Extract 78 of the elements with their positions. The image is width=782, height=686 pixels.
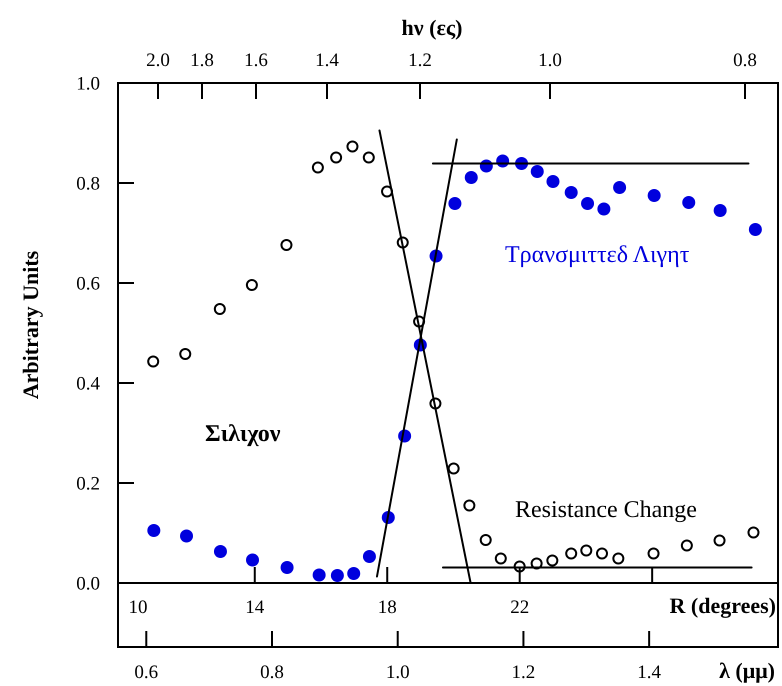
point (362, 152, 375, 164)
y-axis-title: Arbitrary Units (18, 250, 43, 400)
point (530, 558, 543, 570)
point (530, 165, 544, 178)
point (448, 462, 460, 474)
point (214, 545, 227, 558)
point (546, 554, 558, 566)
series-label: Resistance Change (515, 497, 697, 523)
x2-tick-label: 10 (128, 597, 148, 618)
point (346, 140, 358, 152)
text: 1.0 (538, 50, 562, 71)
point (147, 524, 160, 537)
point (280, 239, 292, 251)
point (246, 554, 260, 566)
point (362, 550, 376, 563)
point (396, 236, 409, 248)
point (581, 197, 594, 210)
y-tick-label: 0.0 (76, 574, 100, 595)
text: 2.0 (146, 50, 170, 71)
point (179, 348, 192, 360)
point (747, 526, 760, 538)
annotation: Σιλιχον (205, 421, 281, 447)
point (514, 560, 526, 572)
point (714, 534, 726, 546)
point (494, 552, 507, 564)
series-label: Τρανσμιττεδ Λιγητ (505, 242, 690, 268)
y-tick-label: 0.4 (76, 374, 100, 395)
point (546, 175, 560, 188)
point (680, 540, 693, 552)
point (347, 567, 360, 580)
point (564, 186, 578, 199)
text: 1.6 (244, 50, 268, 71)
x2-tick-label: 22 (510, 597, 530, 618)
text: 1.2 (408, 50, 432, 71)
point (429, 398, 442, 410)
y-tick-label: 0.8 (76, 174, 100, 195)
y-tick-label: 0.2 (76, 474, 100, 495)
point (613, 181, 626, 194)
x-axis-title: λ (μμ) (719, 658, 775, 683)
point (280, 561, 294, 574)
point (648, 548, 660, 560)
x2-tick-label: 18 (378, 597, 397, 618)
text: hν (ες) (402, 15, 462, 40)
x-tick-label: 0.8 (260, 662, 284, 683)
point (648, 189, 661, 202)
point (580, 544, 592, 556)
text: 0.8 (733, 50, 757, 71)
point (330, 569, 344, 582)
point (565, 548, 578, 560)
point (180, 530, 194, 542)
point (463, 500, 476, 512)
point (413, 316, 426, 328)
point (682, 196, 696, 209)
y-tick-label: 1.0 (76, 74, 100, 95)
point (448, 197, 462, 210)
x-tick-label: 0.6 (134, 662, 158, 683)
x2-tick-label: 14 (245, 597, 265, 618)
point (246, 279, 258, 291)
x2-axis-title: R (degrees) (670, 593, 776, 618)
text: 1.8 (190, 50, 214, 71)
point (612, 552, 624, 564)
point (714, 204, 727, 217)
point (480, 534, 492, 546)
x-tick-label: 1.2 (512, 662, 536, 683)
point (330, 152, 342, 164)
point (214, 303, 226, 315)
point (312, 568, 326, 582)
point (381, 186, 394, 198)
point (312, 162, 324, 174)
x-tick-label: 1.0 (386, 662, 410, 683)
point (597, 202, 610, 216)
point (464, 171, 478, 184)
y-tick-label: 0.6 (76, 274, 100, 295)
point (748, 223, 762, 236)
text: 1.4 (315, 50, 340, 71)
point (147, 356, 160, 368)
point (596, 548, 608, 560)
x-tick-label: 1.4 (637, 662, 662, 683)
